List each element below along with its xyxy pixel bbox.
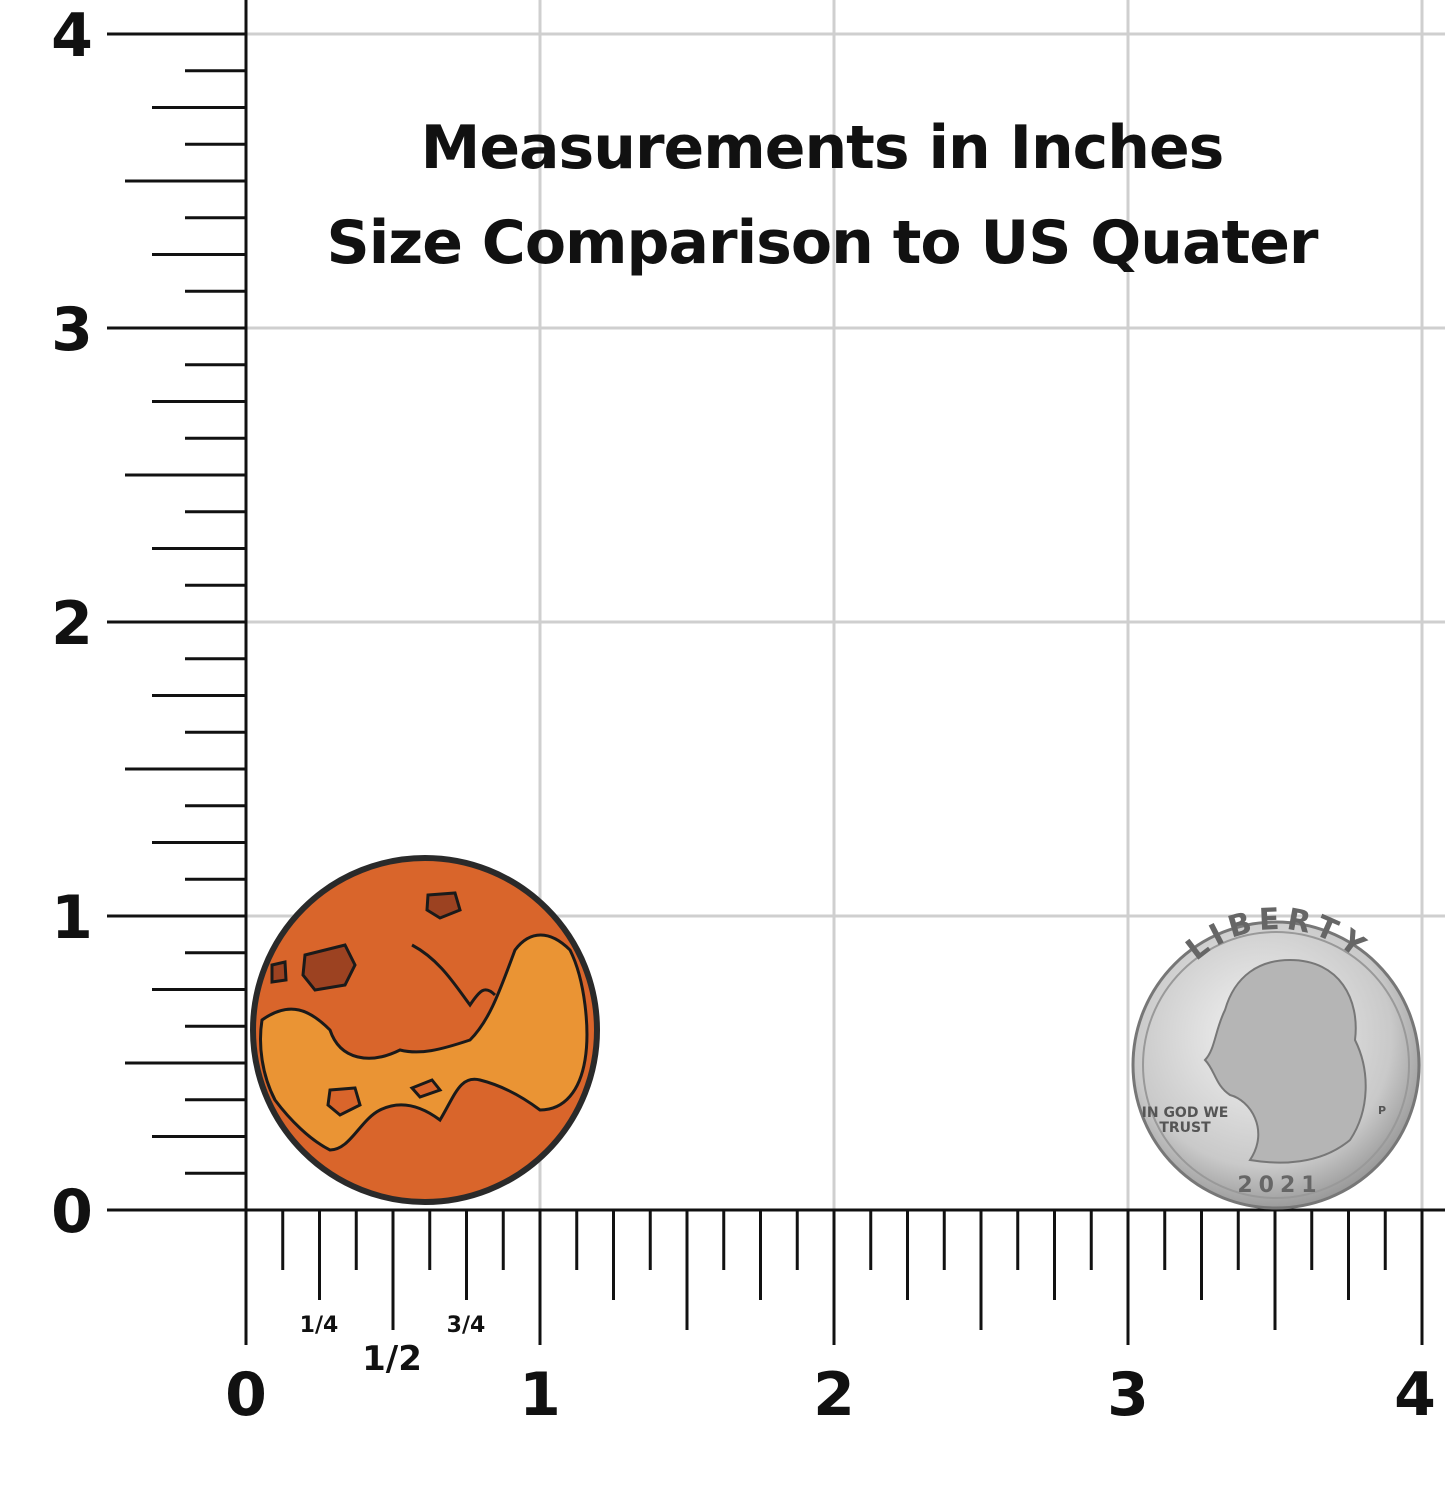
y-ruler-label: 1 bbox=[51, 883, 93, 953]
ruler bbox=[107, 0, 1445, 1345]
x-ruler-fraction: 1/2 bbox=[362, 1339, 422, 1379]
x-ruler-label: 4 bbox=[1394, 1360, 1436, 1430]
x-ruler-label: 2 bbox=[813, 1360, 855, 1430]
y-ruler-label: 0 bbox=[51, 1177, 93, 1247]
coin-motto-2: TRUST bbox=[1159, 1120, 1211, 1136]
coin-year: 2021 bbox=[1237, 1173, 1322, 1198]
x-ruler-fraction: 3/4 bbox=[447, 1313, 486, 1338]
x-ruler-label: 1 bbox=[519, 1360, 561, 1430]
ruler-labels: 0 1 2 3 4 0 1 2 3 4 1/4 1/2 3/4 bbox=[51, 1, 1436, 1430]
y-ruler-label: 3 bbox=[51, 295, 93, 365]
mars-pin bbox=[250, 855, 600, 1205]
x-ruler-label: 3 bbox=[1107, 1360, 1149, 1430]
coin-mint: P bbox=[1378, 1104, 1386, 1117]
title-line-2: Size Comparison to US Quater bbox=[327, 208, 1319, 278]
us-quarter: LIBERTY IN GOD WE TRUST P 2021 bbox=[1131, 902, 1421, 1210]
coin-motto-1: IN GOD WE bbox=[1142, 1105, 1229, 1121]
title-line-1: Measurements in Inches bbox=[421, 113, 1224, 183]
x-ruler-fraction: 1/4 bbox=[300, 1313, 339, 1338]
y-ruler-label: 2 bbox=[51, 589, 93, 659]
x-ruler-label: 0 bbox=[225, 1360, 267, 1430]
y-ruler-label: 4 bbox=[51, 1, 93, 71]
